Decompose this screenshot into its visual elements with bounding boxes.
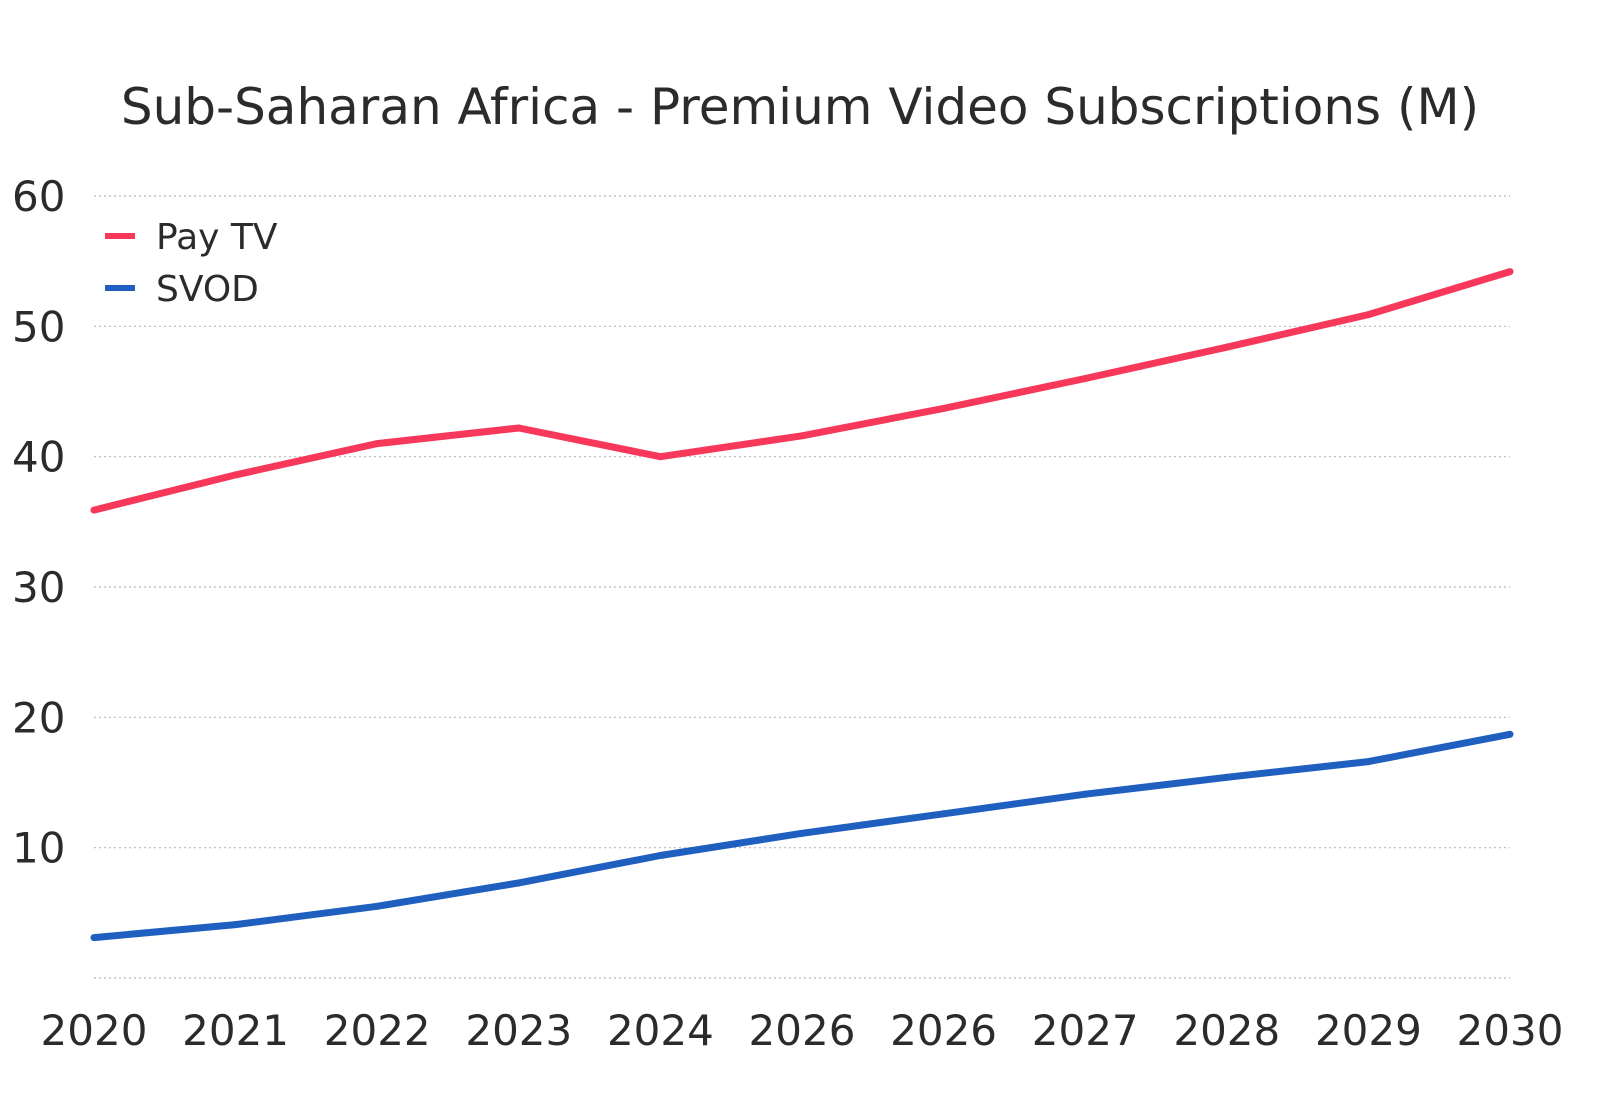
data-point [90, 506, 98, 514]
x-tick-label: 2030 [1457, 1006, 1564, 1055]
legend-label: Pay TV [156, 217, 278, 258]
data-point [515, 879, 523, 887]
gridlines [94, 195, 1510, 979]
data-point [940, 810, 948, 818]
data-point [232, 921, 240, 929]
y-tick-label: 50 [12, 302, 65, 351]
series-lines [90, 268, 1514, 942]
data-point [1081, 790, 1089, 798]
data-point [1364, 758, 1372, 766]
data-point [1364, 311, 1372, 319]
y-tick-label: 20 [12, 693, 65, 742]
data-point [90, 934, 98, 942]
data-point [1506, 730, 1514, 738]
x-tick-label: 2029 [1315, 1006, 1422, 1055]
x-tick-label: 2023 [465, 1006, 572, 1055]
data-point [515, 424, 523, 432]
data-point [940, 404, 948, 412]
data-point [373, 902, 381, 910]
y-tick-label: 60 [12, 172, 65, 221]
x-tick-label: 2026 [749, 1006, 856, 1055]
data-point [1223, 773, 1231, 781]
data-point [232, 471, 240, 479]
x-tick-label: 2027 [1032, 1006, 1139, 1055]
legend: Pay TV SVOD [105, 217, 278, 310]
y-axis: 10 20 30 40 50 60 [12, 172, 65, 873]
data-point [1081, 374, 1089, 382]
data-point [1506, 268, 1514, 276]
data-point [656, 453, 664, 461]
y-tick-label: 40 [12, 433, 65, 482]
x-tick-label: 2020 [41, 1006, 148, 1055]
data-point [1223, 343, 1231, 351]
x-tick-label: 2026 [890, 1006, 997, 1055]
series-line-pay-tv [93, 268, 1512, 514]
data-point [798, 432, 806, 440]
x-tick-label: 2022 [324, 1006, 431, 1055]
y-tick-label: 10 [12, 824, 65, 873]
x-tick-label: 2028 [1173, 1006, 1280, 1055]
x-tick-label: 2021 [182, 1006, 289, 1055]
data-point [656, 851, 664, 859]
chart-title: Sub-Saharan Africa - Premium Video Subsc… [121, 78, 1479, 136]
x-tick-label: 2024 [607, 1006, 714, 1055]
data-point [798, 829, 806, 837]
y-tick-label: 30 [12, 563, 65, 612]
legend-label: SVOD [156, 269, 259, 310]
data-point [373, 440, 381, 448]
x-axis: 2020 2021 2022 2023 2024 2026 2026 2027 2028 2029… [41, 1006, 1564, 1055]
